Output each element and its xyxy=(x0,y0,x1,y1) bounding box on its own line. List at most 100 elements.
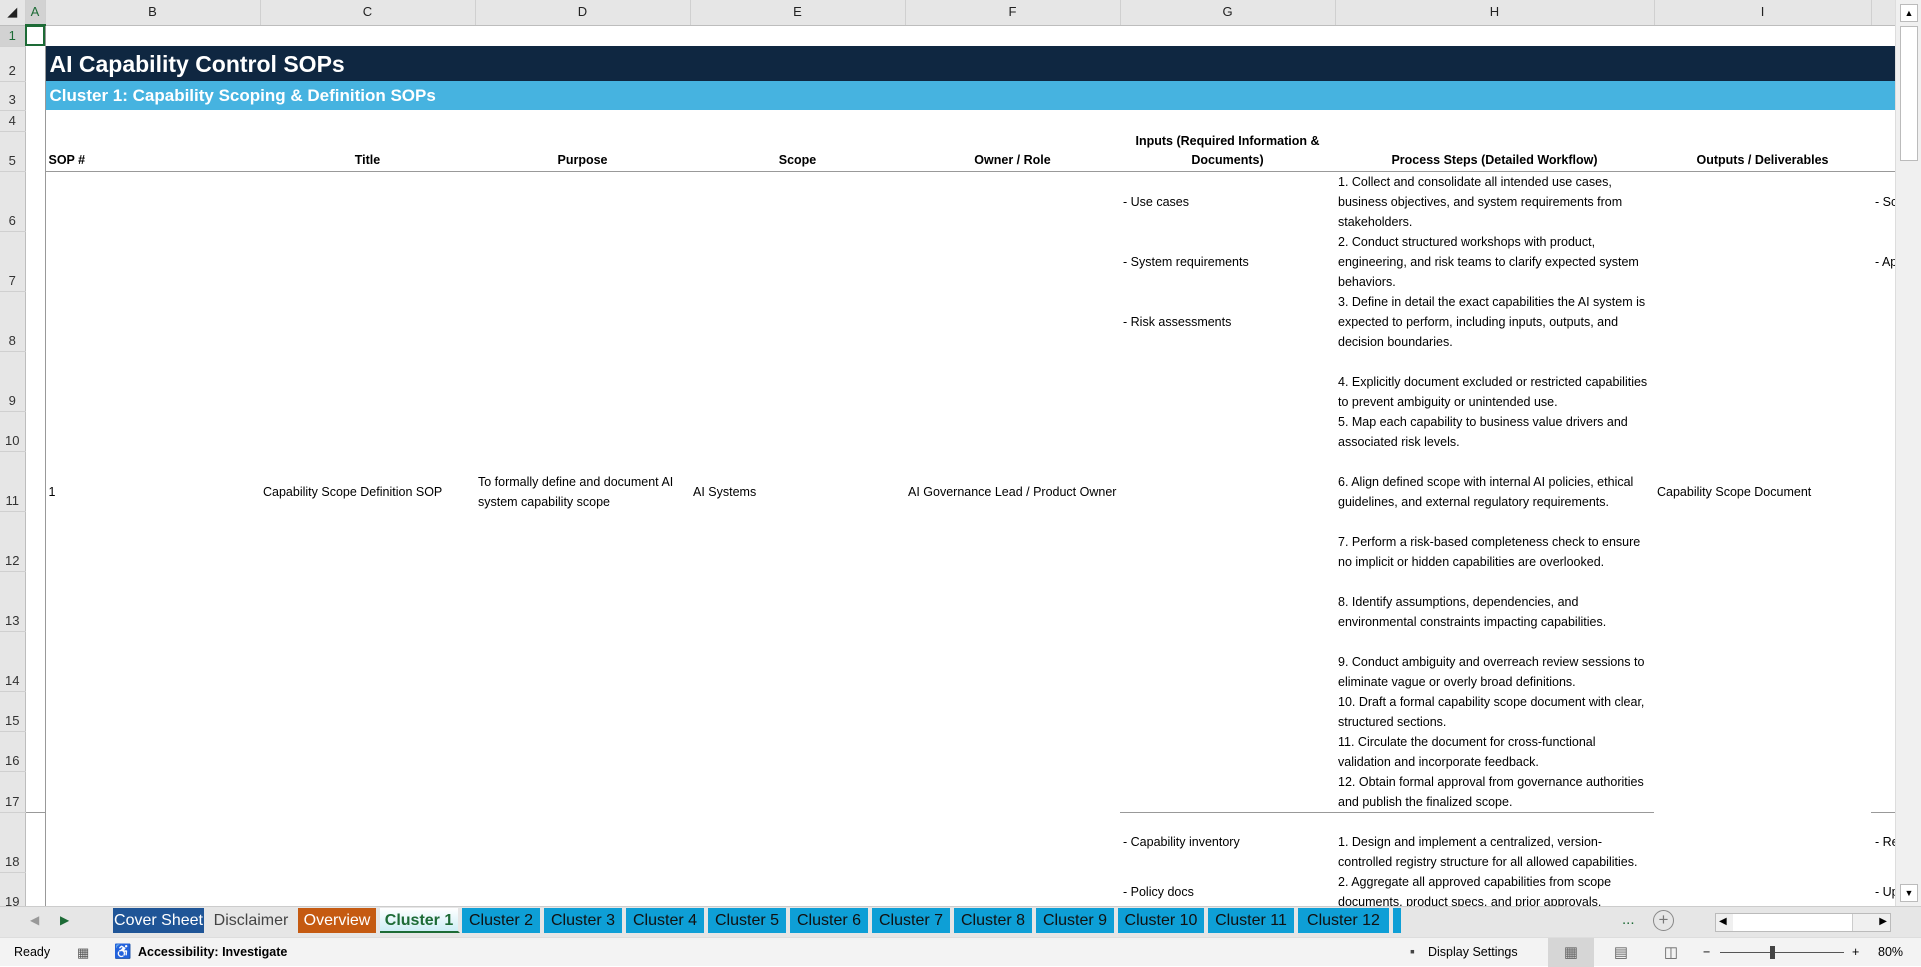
header-sop-number[interactable]: SOP # xyxy=(45,131,260,172)
worksheet-grid[interactable]: ◢ A B C D E F G H I 1 2 AI Capability Control SOPs 3 C… xyxy=(0,0,1895,906)
process-step[interactable]: 7. Perform a risk-based completeness che… xyxy=(1335,512,1654,572)
cell[interactable] xyxy=(25,771,46,813)
row-header-3[interactable]: 3 xyxy=(0,81,26,111)
cell[interactable] xyxy=(1120,452,1335,512)
zoom-in-button[interactable]: + xyxy=(1852,945,1860,959)
cell[interactable] xyxy=(1871,732,1895,772)
cell[interactable] xyxy=(1871,131,1895,172)
cluster-subtitle[interactable]: Cluster 1: Capability Scoping & Definiti… xyxy=(45,81,1895,110)
process-step[interactable]: 1. Collect and consolidate all intended … xyxy=(1335,171,1654,232)
cell[interactable] xyxy=(25,411,46,452)
input-item[interactable]: - Risk assessments xyxy=(1120,292,1335,352)
next-sheet-icon[interactable]: ▶ xyxy=(60,913,70,927)
cell[interactable] xyxy=(25,46,46,81)
column-header-I[interactable]: I xyxy=(1654,0,1872,26)
sheet-tab-cover-sheet[interactable]: Cover Sheet xyxy=(113,908,206,933)
cell[interactable] xyxy=(1120,692,1335,732)
cell[interactable] xyxy=(25,110,46,131)
sheet-tab-cluster-1[interactable]: Cluster 1 xyxy=(380,908,460,933)
cell[interactable] xyxy=(1120,572,1335,632)
process-step[interactable]: 2. Aggregate all approved capabilities f… xyxy=(1335,872,1654,906)
row-header-2[interactable]: 2 xyxy=(0,46,26,82)
header-inputs[interactable]: Inputs (Required Information & Documents… xyxy=(1120,131,1335,172)
sheet-tab-overview[interactable]: Overview xyxy=(298,908,378,933)
accessibility-status[interactable]: Accessibility: Investigate xyxy=(138,945,288,959)
column-header-B[interactable]: B xyxy=(45,0,261,26)
input-item[interactable]: - Capability inventory xyxy=(1120,812,1335,872)
sop-owner-cell[interactable]: AI Governance Lead / Product Owner xyxy=(905,171,1120,812)
cell[interactable] xyxy=(45,25,1895,46)
row-header-10[interactable]: 10 xyxy=(0,411,26,452)
partial-cell[interactable]: - Up xyxy=(1871,872,1895,906)
sheet-tab-cluster-4[interactable]: Cluster 4 xyxy=(626,908,706,933)
cell[interactable] xyxy=(1871,572,1895,632)
cell[interactable] xyxy=(25,691,46,732)
process-step[interactable]: 3. Define in detail the exact capabiliti… xyxy=(1335,292,1654,352)
process-step[interactable]: 4. Explicitly document excluded or restr… xyxy=(1335,352,1654,412)
cell[interactable] xyxy=(25,351,46,412)
process-step[interactable]: 8. Identify assumptions, dependencies, a… xyxy=(1335,572,1654,632)
column-header-partial[interactable] xyxy=(1871,0,1895,26)
accessibility-icon[interactable]: ♿ xyxy=(114,943,132,959)
sop-purpose-cell[interactable]: To formally define and document AI syste… xyxy=(475,171,690,812)
row-header-9[interactable]: 9 xyxy=(0,351,26,412)
cell[interactable] xyxy=(1871,452,1895,512)
sop-title-cell[interactable]: Capability Scope Definition SOP xyxy=(260,171,475,812)
cell[interactable] xyxy=(25,81,46,110)
header-title[interactable]: Title xyxy=(260,131,475,172)
sheet-tab-cluster-6[interactable]: Cluster 6 xyxy=(790,908,870,933)
header-scope[interactable]: Scope xyxy=(690,131,905,172)
select-all-button[interactable]: ◢ xyxy=(0,0,26,26)
row-header-1[interactable]: 1 xyxy=(0,25,26,47)
display-settings-button[interactable]: Display Settings xyxy=(1428,945,1518,959)
cell[interactable] xyxy=(45,110,1895,131)
cell[interactable] xyxy=(1120,352,1335,412)
zoom-out-button[interactable]: − xyxy=(1703,945,1711,959)
sheet-tab-cluster-5[interactable]: Cluster 5 xyxy=(708,908,788,933)
cell[interactable] xyxy=(1120,632,1335,692)
column-header-H[interactable]: H xyxy=(1335,0,1655,26)
partial-cell[interactable]: - Re xyxy=(1871,812,1895,872)
cell[interactable] xyxy=(1120,412,1335,452)
cell[interactable] xyxy=(25,131,46,171)
zoom-slider[interactable] xyxy=(1720,946,1844,959)
sheet-tab-cluster-9[interactable]: Cluster 9 xyxy=(1036,908,1116,933)
cell[interactable] xyxy=(1871,692,1895,732)
cell[interactable] xyxy=(25,812,46,872)
row-header-13[interactable]: 13 xyxy=(0,571,26,632)
scroll-down-icon[interactable]: ▼ xyxy=(1900,884,1918,902)
sheet-tab-disclaimer[interactable]: Disclaimer xyxy=(208,908,296,933)
cell[interactable] xyxy=(1120,771,1335,813)
cell[interactable] xyxy=(1120,732,1335,772)
column-header-A[interactable]: A xyxy=(25,0,46,26)
horizontal-scrollbar[interactable]: ◀ ▶ xyxy=(1715,913,1891,932)
cell[interactable] xyxy=(25,511,46,572)
cell[interactable] xyxy=(1871,771,1895,813)
row-header-7[interactable]: 7 xyxy=(0,231,26,292)
page-break-view-icon[interactable]: ◫ xyxy=(1663,944,1679,961)
cell[interactable] xyxy=(1871,352,1895,412)
header-owner[interactable]: Owner / Role xyxy=(905,131,1120,172)
cell[interactable] xyxy=(25,571,46,632)
partial-cell[interactable]: - Sc xyxy=(1871,171,1895,232)
row-header-12[interactable]: 12 xyxy=(0,511,26,572)
partial-cell[interactable]: - Ap xyxy=(1871,232,1895,292)
sheet-tab-cluster-10[interactable]: Cluster 10 xyxy=(1118,908,1206,933)
cell-mode-icon[interactable]: ▦ xyxy=(77,945,90,960)
cell[interactable] xyxy=(25,291,46,352)
outputs-cell[interactable]: Capability Scope Document xyxy=(1654,171,1871,812)
sheet-tab-partial[interactable] xyxy=(1393,908,1401,933)
process-step[interactable]: 12. Obtain formal approval from governan… xyxy=(1335,771,1654,813)
more-sheets-button[interactable]: ... xyxy=(1622,911,1635,928)
row-header-11[interactable]: 11 xyxy=(0,451,26,512)
column-header-D[interactable]: D xyxy=(475,0,691,26)
header-purpose[interactable]: Purpose xyxy=(475,131,690,172)
sheet-tab-cluster-7[interactable]: Cluster 7 xyxy=(872,908,952,933)
zoom-slider-thumb[interactable] xyxy=(1769,946,1775,959)
selected-cell-A1[interactable] xyxy=(25,25,46,46)
vertical-scrollbar[interactable]: ▲ ▼ xyxy=(1895,0,1921,906)
add-sheet-icon[interactable]: + xyxy=(1653,910,1674,931)
sheet-tab-cluster-3[interactable]: Cluster 3 xyxy=(544,908,624,933)
sheet-tab-cluster-8[interactable]: Cluster 8 xyxy=(954,908,1034,933)
column-header-E[interactable]: E xyxy=(690,0,906,26)
